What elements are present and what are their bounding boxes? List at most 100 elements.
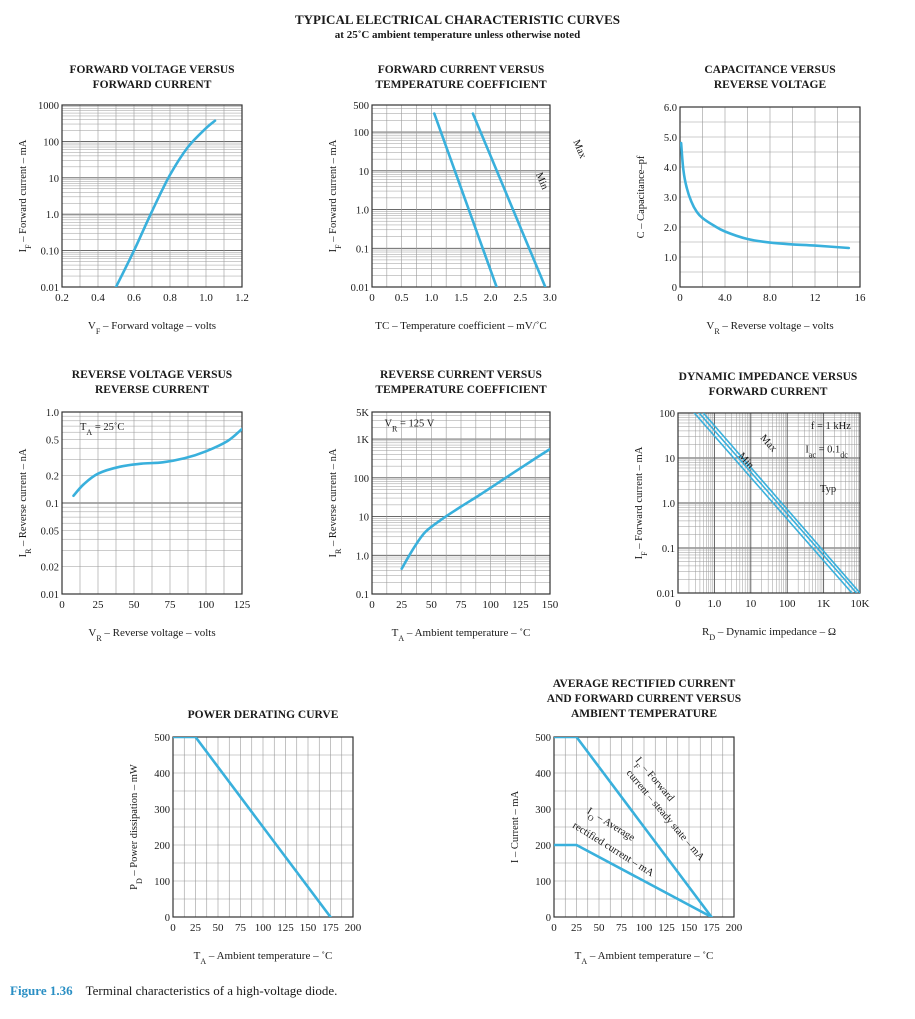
y-tick-label: 10 [359,513,370,524]
x-tick-label: 175 [703,922,720,934]
figure-number: Figure 1.36 [10,983,73,998]
series-group [173,737,332,917]
chart-annotation: Min [533,171,550,192]
y-tick-label: 1K [356,435,369,446]
y-tick-label: 500 [154,733,170,744]
chart-6: DYNAMIC IMPEDANCE VERSUS FORWARD CURRENT 0… [634,371,870,642]
y-axis-label: IF – Forward current – mA [634,446,649,559]
y-tick-label: 0.01 [41,590,59,601]
y-axis-label: IR – Reverse current – nA [18,448,33,557]
y-tick-label: 0.1 [46,499,59,510]
series-group [693,413,860,593]
y-tick-label: 5K [356,408,369,419]
figure-caption: Figure 1.36 Terminal characteristics of … [10,983,337,999]
y-tick-label: 0.1 [662,544,675,555]
x-tick-label: 1.2 [235,292,249,304]
x-tick-label: 125 [234,599,251,611]
y-tick-label: 10 [665,454,676,465]
y-tick-label: 1.0 [46,210,59,221]
chart-title-line: FORWARD CURRENT [709,386,828,398]
series-line-if [554,737,713,917]
chart-title-line: DYNAMIC IMPEDANCE VERSUS [679,371,858,383]
x-tick-label: 75 [616,922,628,934]
y-tick-label: 0 [672,283,677,294]
chart-1: FORWARD VOLTAGE VERSUS FORWARD CURRENT 0.2… [18,64,249,336]
chart-title-line: FORWARD CURRENT VERSUS [378,64,545,76]
y-tick-label: 100 [43,137,59,148]
x-axis-label: TA – Ambient temperature – ˚C [194,950,333,966]
chart-annotation: Iac = 0.1dc [805,445,848,460]
x-tick-label: 50 [426,599,438,611]
x-tick-label: 100 [482,599,499,611]
x-tick-label: 2.0 [484,292,498,304]
series-line-typ [698,413,858,593]
chart-title: FORWARD CURRENT VERSUS TEMPERATURE COEFFI… [375,64,547,91]
chart-annotation: Typ [820,484,836,495]
chart-title-line: TEMPERATURE COEFFICIENT [375,384,547,396]
grid [679,106,861,288]
chart-3: CAPACITANCE VERSUS REVERSE VOLTAGE 0 4.0 8.0… [636,64,866,336]
series-group [433,112,547,287]
charts-canvas: FORWARD VOLTAGE VERSUS FORWARD CURRENT 0.2… [18,64,870,966]
y-tick-label: 0.1 [356,244,369,255]
x-tick-label: 10 [745,598,757,610]
chart-7: POWER DERATING CURVE 0 25 50 75 100 125 150 175 2… [129,709,362,966]
y-tick-label: 300 [535,805,551,816]
x-tick-label: 2.5 [513,292,527,304]
y-tick-label: 0.01 [657,589,675,600]
chart-title-line: AVERAGE RECTIFIED CURRENT [553,678,736,690]
chart-title: POWER DERATING CURVE [188,709,339,721]
x-tick-label: 0 [369,599,375,611]
chart-title-line: REVERSE CURRENT [95,384,209,396]
chart-annotation: Max [758,433,780,455]
chart-8: AVERAGE RECTIFIED CURRENT AND FORWARD CUR… [510,678,743,966]
x-tick-label: 0 [675,598,681,610]
y-tick-label: 400 [154,769,170,780]
x-tick-label: 75 [235,922,247,934]
y-tick-label: 1.0 [664,253,677,264]
chart-title: CAPACITANCE VERSUS REVERSE VOLTAGE [704,64,835,91]
y-tick-label: 0.01 [351,283,369,294]
y-tick-label: 1.0 [662,499,675,510]
chart-title-line: POWER DERATING CURVE [188,709,339,721]
y-tick-label: 0 [165,913,170,924]
chart-title: DYNAMIC IMPEDANCE VERSUS FORWARD CURRENT [679,371,858,398]
x-tick-label: 150 [681,922,698,934]
grid [371,104,551,288]
x-axis-label: RD – Dynamic impedance – Ω [702,626,836,642]
y-tick-label: 10 [359,167,370,178]
y-axis-label: IF – Forward current – mA [328,139,343,252]
y-tick-label: 1.0 [46,408,59,419]
y-tick-label: 3.0 [664,193,677,204]
y-tick-label: 1.0 [356,206,369,217]
chart-2: FORWARD CURRENT VERSUS TEMPERATURE COEFFI… [328,64,588,332]
x-axis-label: VF – Forward voltage – volts [88,320,216,336]
y-axis-label: IR – Reverse current – nA [328,448,343,557]
x-tick-label: 25 [93,599,105,611]
series-group [72,427,242,498]
y-tick-label: 200 [535,841,551,852]
series-group [400,447,550,570]
x-tick-label: 0 [369,292,375,304]
x-tick-label: 1.5 [454,292,468,304]
grid [371,411,551,595]
x-tick-label: 10K [851,598,870,610]
y-tick-label: 400 [535,769,551,780]
x-axis-label: TA – Ambient temperature – ˚C [575,950,714,966]
x-tick-label: 0 [677,292,683,304]
chart-title-line: CAPACITANCE VERSUS [704,64,835,76]
x-tick-label: 4.0 [718,292,732,304]
figure-header-title: TYPICAL ELECTRICAL CHARACTERISTIC CURVES [295,12,620,27]
y-tick-label: 100 [353,474,369,485]
x-tick-label: 100 [636,922,653,934]
y-tick-label: 0.1 [356,590,369,601]
chart-5: REVERSE CURRENT VERSUS TEMPERATURE COEFFI… [328,369,559,643]
chart-annotation: VR = 125 V [384,419,434,434]
plot-frame [371,104,551,288]
chart-title-line: FORWARD VOLTAGE VERSUS [69,64,234,76]
x-tick-label: 3.0 [543,292,557,304]
y-tick-label: 100 [353,128,369,139]
series-group [554,737,713,917]
y-tick-label: 5.0 [664,133,677,144]
y-tick-label: 0.01 [41,283,59,294]
